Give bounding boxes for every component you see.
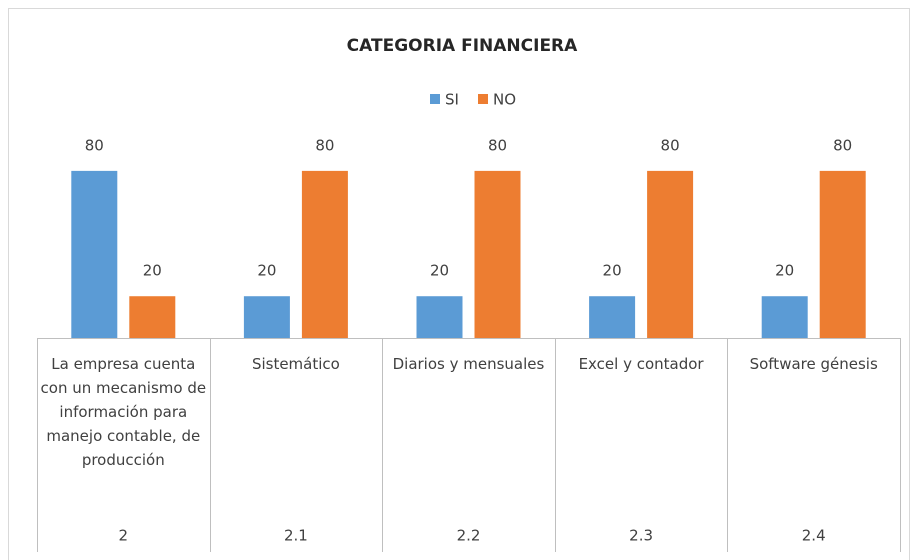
data-label: 80 (661, 136, 680, 154)
x-group-label: 2 (119, 527, 129, 545)
x-tick-label: Sistemático (251, 355, 340, 373)
legend-label: NO (493, 91, 516, 109)
data-label: 20 (143, 262, 162, 280)
bar (71, 170, 118, 338)
data-label: 80 (85, 136, 104, 154)
data-label: 80 (315, 136, 334, 154)
bar (243, 296, 290, 338)
data-label: 20 (603, 262, 622, 280)
bar (129, 296, 176, 338)
data-label: 80 (488, 136, 507, 154)
x-tick-label: Diarios y mensuales (392, 355, 545, 373)
legend-swatch (430, 94, 440, 104)
data-label: 80 (833, 136, 852, 154)
data-label: 20 (257, 262, 276, 280)
bar (647, 170, 694, 338)
x-tick-label: Excel y contador (578, 355, 704, 373)
x-group-label: 2.4 (802, 527, 826, 545)
x-tick-label: La empresa cuenta con un mecanismo de in… (40, 355, 207, 469)
chart-title: CATEGORIA FINANCIERA (347, 36, 578, 56)
x-group-label: 2.2 (457, 527, 481, 545)
x-group-label: 2.3 (629, 527, 653, 545)
x-group-label: 2.1 (284, 527, 308, 545)
bar (761, 296, 808, 338)
data-label: 20 (430, 262, 449, 280)
bar (819, 170, 866, 338)
bar (474, 170, 521, 338)
bar (589, 296, 636, 338)
bar (301, 170, 348, 338)
bar (416, 296, 463, 338)
chart-border (8, 8, 910, 560)
x-tick-label: Software génesis (749, 355, 878, 373)
legend-label: SI (445, 91, 459, 109)
data-label: 20 (775, 262, 794, 280)
legend-swatch (478, 94, 488, 104)
